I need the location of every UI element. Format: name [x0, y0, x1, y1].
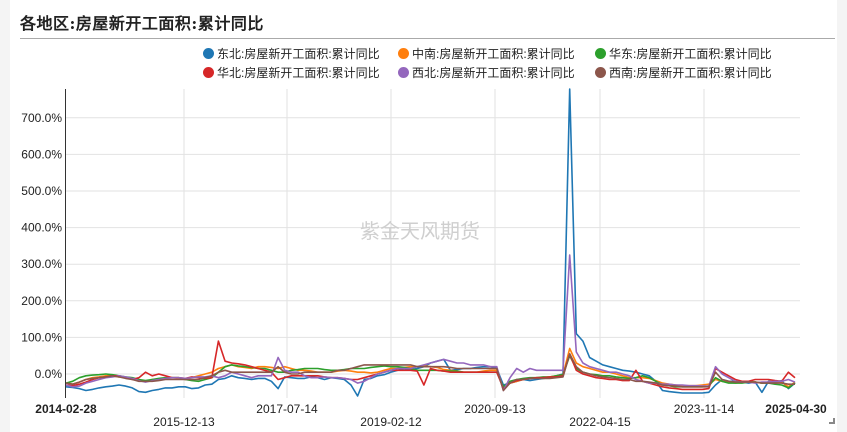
svg-text:100.0%: 100.0%	[21, 330, 62, 344]
svg-text:700.0%: 700.0%	[21, 111, 62, 125]
legend-item-huabei[interactable]: 华北:房屋新开工面积:累计同比	[203, 63, 380, 81]
svg-text:2020-09-13: 2020-09-13	[464, 402, 526, 416]
svg-text:300.0%: 300.0%	[21, 257, 62, 271]
legend-label: 中南:房屋新开工面积:累计同比	[412, 46, 575, 61]
svg-text:2022-04-15: 2022-04-15	[569, 415, 631, 429]
chart-panel	[10, 0, 837, 432]
series-line	[65, 354, 796, 389]
title-divider	[20, 38, 835, 39]
legend-label: 西北:房屋新开工面积:累计同比	[412, 65, 575, 80]
legend-item-xinan[interactable]: 西南:房屋新开工面积:累计同比	[595, 63, 772, 81]
svg-text:2019-02-12: 2019-02-12	[360, 415, 422, 429]
series-lines	[65, 88, 796, 397]
legend-dot-icon	[203, 66, 214, 78]
chart-title: 各地区:房屋新开工面积:累计同比	[20, 14, 264, 33]
series-line	[65, 353, 795, 392]
legend-label: 东北:房屋新开工面积:累计同比	[217, 46, 380, 61]
legend-label: 华东:房屋新开工面积:累计同比	[609, 46, 772, 61]
resize-handle-icon[interactable]	[829, 418, 835, 424]
gridlines	[66, 89, 800, 398]
legend-dot-icon	[595, 66, 606, 78]
x-axis-labels: 2014-02-28 2017-07-14 2020-09-13 2023-11-14…	[35, 402, 827, 429]
legend-item-xibei[interactable]: 西北:房屋新开工面积:累计同比	[398, 63, 575, 81]
legend-item-dongbei[interactable]: 东北:房屋新开工面积:累计同比	[203, 44, 380, 62]
legend-dot-icon	[398, 66, 409, 78]
svg-text:2014-02-28: 2014-02-28	[35, 402, 97, 416]
legend-dot-icon	[203, 47, 214, 59]
legend-label: 华北:房屋新开工面积:累计同比	[217, 65, 380, 80]
svg-text:2025-04-30: 2025-04-30	[765, 402, 827, 416]
svg-text:500.0%: 500.0%	[21, 184, 62, 198]
series-line	[65, 340, 796, 391]
watermark: 紫金天风期货	[360, 220, 480, 243]
svg-text:200.0%: 200.0%	[21, 294, 62, 308]
svg-text:400.0%: 400.0%	[21, 221, 62, 235]
legend-dot-icon	[595, 47, 606, 59]
svg-text:2017-07-14: 2017-07-14	[256, 402, 318, 416]
svg-text:600.0%: 600.0%	[21, 147, 62, 161]
legend-dot-icon	[398, 47, 409, 59]
svg-text:2023-11-14: 2023-11-14	[674, 402, 735, 416]
legend-item-zhongnan[interactable]: 中南:房屋新开工面积:累计同比	[398, 44, 575, 62]
y-axis-labels: 0.0% 100.0% 200.0% 300.0% 400.0% 500.0% 600.0%…	[21, 111, 62, 381]
svg-text:0.0%: 0.0%	[35, 367, 63, 381]
svg-text:2015-12-13: 2015-12-13	[153, 415, 215, 429]
legend-item-huadong[interactable]: 华东:房屋新开工面积:累计同比	[595, 44, 772, 62]
legend-label: 西南:房屋新开工面积:累计同比	[609, 65, 772, 80]
series-line	[65, 254, 796, 392]
